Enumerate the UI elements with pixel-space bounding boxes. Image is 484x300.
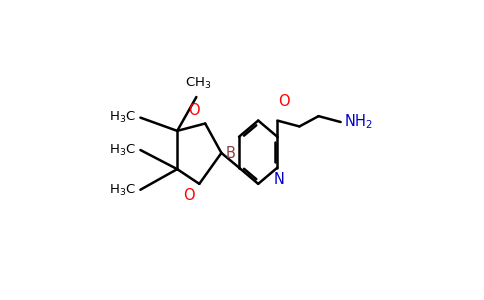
Text: O: O bbox=[189, 103, 200, 118]
Text: O: O bbox=[183, 188, 195, 203]
Text: CH$_3$: CH$_3$ bbox=[184, 76, 211, 91]
Text: O: O bbox=[278, 94, 290, 110]
Text: B: B bbox=[226, 146, 236, 161]
Text: H$_3$C: H$_3$C bbox=[109, 142, 136, 158]
Text: NH$_2$: NH$_2$ bbox=[345, 113, 374, 131]
Text: H$_3$C: H$_3$C bbox=[109, 110, 136, 124]
Text: H$_3$C: H$_3$C bbox=[109, 183, 136, 198]
Text: N: N bbox=[273, 172, 285, 187]
